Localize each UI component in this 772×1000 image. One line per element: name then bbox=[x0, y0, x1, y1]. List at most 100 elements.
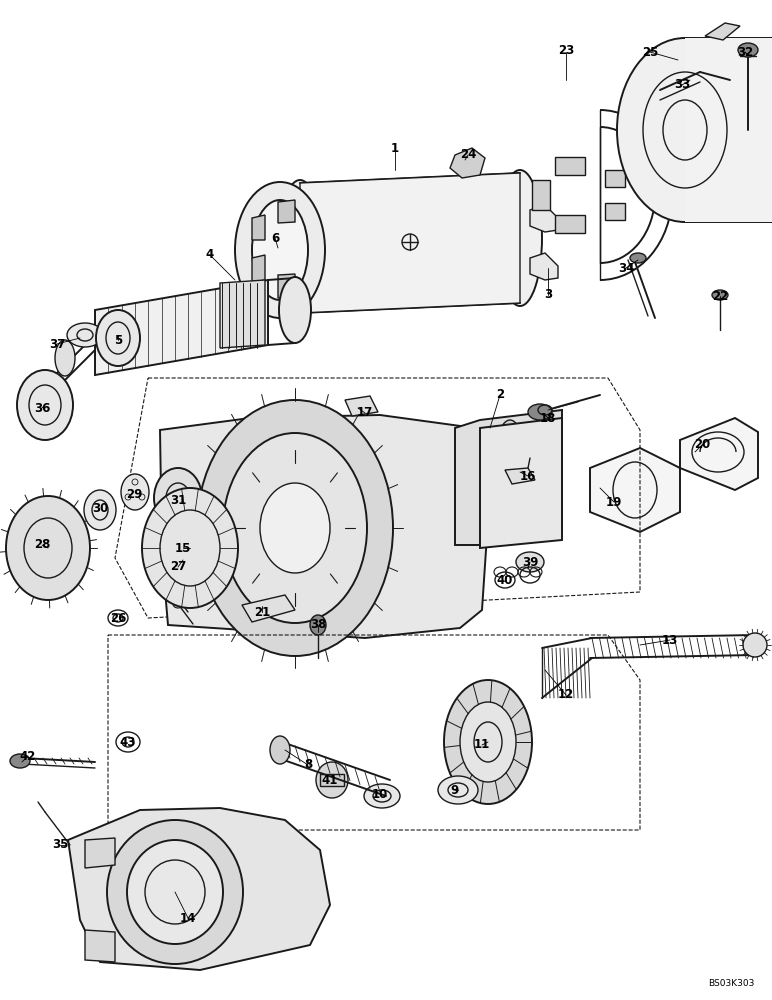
Polygon shape bbox=[320, 774, 344, 786]
Text: 6: 6 bbox=[271, 232, 279, 244]
Text: 5: 5 bbox=[114, 334, 122, 347]
Polygon shape bbox=[455, 410, 562, 545]
Polygon shape bbox=[68, 808, 330, 970]
Ellipse shape bbox=[278, 180, 322, 316]
Text: 10: 10 bbox=[372, 788, 388, 802]
Text: 3: 3 bbox=[544, 288, 552, 302]
Ellipse shape bbox=[168, 588, 178, 596]
Text: 40: 40 bbox=[497, 574, 513, 586]
Polygon shape bbox=[605, 203, 625, 220]
Polygon shape bbox=[252, 255, 265, 282]
Text: 12: 12 bbox=[558, 688, 574, 702]
Text: 28: 28 bbox=[34, 538, 50, 552]
Text: 31: 31 bbox=[170, 493, 186, 506]
Text: 13: 13 bbox=[662, 634, 678, 647]
Text: 4: 4 bbox=[206, 248, 214, 261]
Polygon shape bbox=[705, 23, 740, 40]
Polygon shape bbox=[85, 838, 115, 868]
Text: 16: 16 bbox=[520, 470, 537, 483]
Polygon shape bbox=[590, 448, 680, 532]
Text: 38: 38 bbox=[310, 618, 327, 632]
Text: 1: 1 bbox=[391, 141, 399, 154]
Ellipse shape bbox=[260, 483, 330, 573]
Ellipse shape bbox=[10, 754, 30, 768]
Polygon shape bbox=[450, 148, 485, 178]
Polygon shape bbox=[505, 468, 535, 484]
Polygon shape bbox=[85, 930, 115, 962]
Ellipse shape bbox=[96, 310, 140, 366]
Polygon shape bbox=[555, 157, 585, 175]
Ellipse shape bbox=[279, 277, 311, 343]
Polygon shape bbox=[95, 280, 268, 375]
Ellipse shape bbox=[127, 840, 223, 944]
Text: 11: 11 bbox=[474, 738, 490, 752]
Text: 27: 27 bbox=[170, 560, 186, 574]
Ellipse shape bbox=[142, 488, 238, 608]
Text: 8: 8 bbox=[304, 758, 312, 772]
Polygon shape bbox=[680, 418, 758, 490]
Ellipse shape bbox=[121, 474, 149, 510]
Text: 34: 34 bbox=[618, 261, 634, 274]
Polygon shape bbox=[555, 215, 585, 233]
Polygon shape bbox=[530, 253, 558, 280]
Ellipse shape bbox=[460, 702, 516, 782]
Polygon shape bbox=[278, 200, 295, 223]
Ellipse shape bbox=[67, 323, 103, 347]
Ellipse shape bbox=[310, 615, 326, 635]
Text: 22: 22 bbox=[712, 290, 728, 302]
Polygon shape bbox=[685, 38, 772, 222]
Text: 42: 42 bbox=[20, 750, 36, 762]
Ellipse shape bbox=[6, 496, 90, 600]
Text: 30: 30 bbox=[92, 502, 108, 514]
Ellipse shape bbox=[270, 736, 290, 764]
Ellipse shape bbox=[173, 600, 183, 608]
Ellipse shape bbox=[197, 400, 393, 656]
Ellipse shape bbox=[630, 253, 646, 263]
Ellipse shape bbox=[235, 182, 325, 318]
Ellipse shape bbox=[154, 468, 202, 528]
Ellipse shape bbox=[707, 38, 772, 222]
Text: 14: 14 bbox=[180, 912, 196, 924]
Text: 35: 35 bbox=[52, 838, 68, 852]
Text: 17: 17 bbox=[357, 406, 373, 420]
Ellipse shape bbox=[364, 784, 400, 808]
Polygon shape bbox=[160, 415, 490, 638]
Ellipse shape bbox=[55, 340, 75, 376]
Text: 2: 2 bbox=[496, 388, 504, 401]
Text: 32: 32 bbox=[737, 45, 753, 58]
Text: 23: 23 bbox=[558, 43, 574, 56]
Text: 19: 19 bbox=[606, 495, 622, 508]
Ellipse shape bbox=[438, 776, 478, 804]
Polygon shape bbox=[480, 418, 562, 548]
Ellipse shape bbox=[316, 762, 348, 798]
Polygon shape bbox=[605, 170, 625, 187]
Polygon shape bbox=[530, 205, 558, 232]
Text: 24: 24 bbox=[460, 148, 476, 161]
Text: 9: 9 bbox=[451, 784, 459, 796]
Ellipse shape bbox=[498, 170, 542, 306]
Polygon shape bbox=[220, 280, 265, 348]
Text: 39: 39 bbox=[522, 556, 538, 568]
Ellipse shape bbox=[516, 552, 544, 572]
Ellipse shape bbox=[617, 38, 753, 222]
Text: 33: 33 bbox=[674, 79, 690, 92]
Ellipse shape bbox=[107, 820, 243, 964]
Polygon shape bbox=[532, 180, 550, 210]
Text: 25: 25 bbox=[642, 45, 659, 58]
Polygon shape bbox=[252, 215, 265, 240]
Ellipse shape bbox=[738, 43, 758, 57]
Polygon shape bbox=[345, 396, 378, 416]
Ellipse shape bbox=[492, 420, 528, 536]
Ellipse shape bbox=[252, 200, 308, 300]
Polygon shape bbox=[242, 595, 295, 622]
Ellipse shape bbox=[223, 433, 367, 623]
Text: 18: 18 bbox=[540, 412, 556, 424]
Ellipse shape bbox=[17, 370, 73, 440]
Polygon shape bbox=[300, 173, 520, 313]
Ellipse shape bbox=[163, 576, 173, 584]
Text: BS03K303: BS03K303 bbox=[709, 979, 755, 988]
Ellipse shape bbox=[743, 633, 767, 657]
Ellipse shape bbox=[444, 680, 532, 804]
Text: 43: 43 bbox=[120, 736, 136, 748]
Ellipse shape bbox=[84, 490, 116, 530]
